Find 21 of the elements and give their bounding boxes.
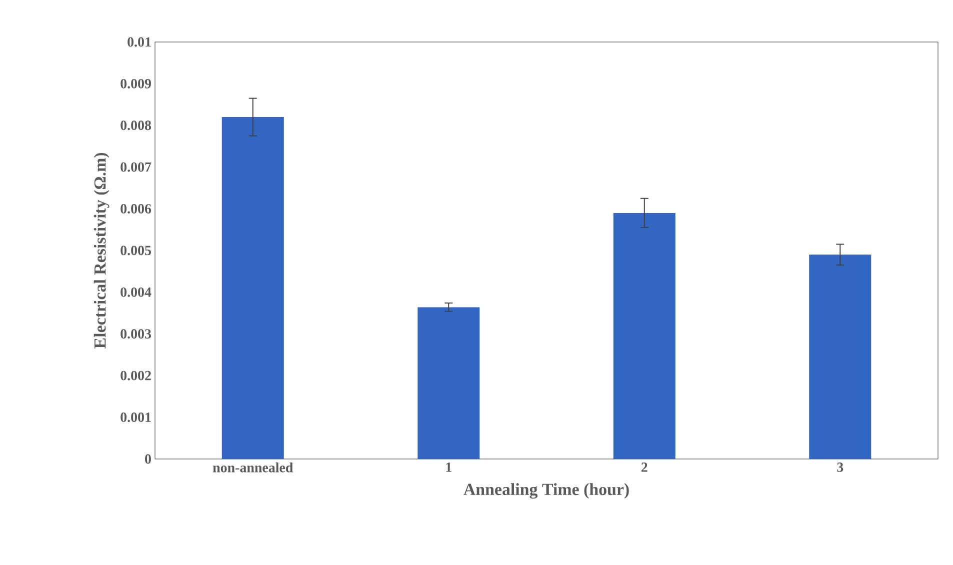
x-tick-label: 2 <box>641 462 648 472</box>
y-tick-label: 0.006 <box>120 204 152 214</box>
y-axis-title: Electrical Resistivity (Ω.m) <box>94 152 110 348</box>
bar <box>809 254 872 459</box>
y-tick-label: 0.002 <box>120 370 151 380</box>
y-tick-label: 0.001 <box>120 412 151 422</box>
y-tick-label: 0.005 <box>120 246 151 256</box>
bar <box>222 117 284 459</box>
y-tick-label: 0.008 <box>120 120 152 130</box>
x-axis-title: Annealing Time (hour) <box>464 483 629 499</box>
bar <box>418 307 480 459</box>
x-tick-label: non-annealed <box>212 462 294 472</box>
y-tick-label: 0 <box>145 454 151 464</box>
y-tick-label: 0.009 <box>120 78 151 88</box>
y-tick-label: 0.004 <box>120 287 152 297</box>
y-tick-label: 0.007 <box>120 162 152 172</box>
y-tick-label: 0.003 <box>120 329 152 339</box>
y-tick-label: 0.01 <box>128 37 151 47</box>
x-tick-label: 3 <box>837 462 844 472</box>
bar <box>613 212 676 459</box>
x-tick-label: 1 <box>446 462 452 472</box>
